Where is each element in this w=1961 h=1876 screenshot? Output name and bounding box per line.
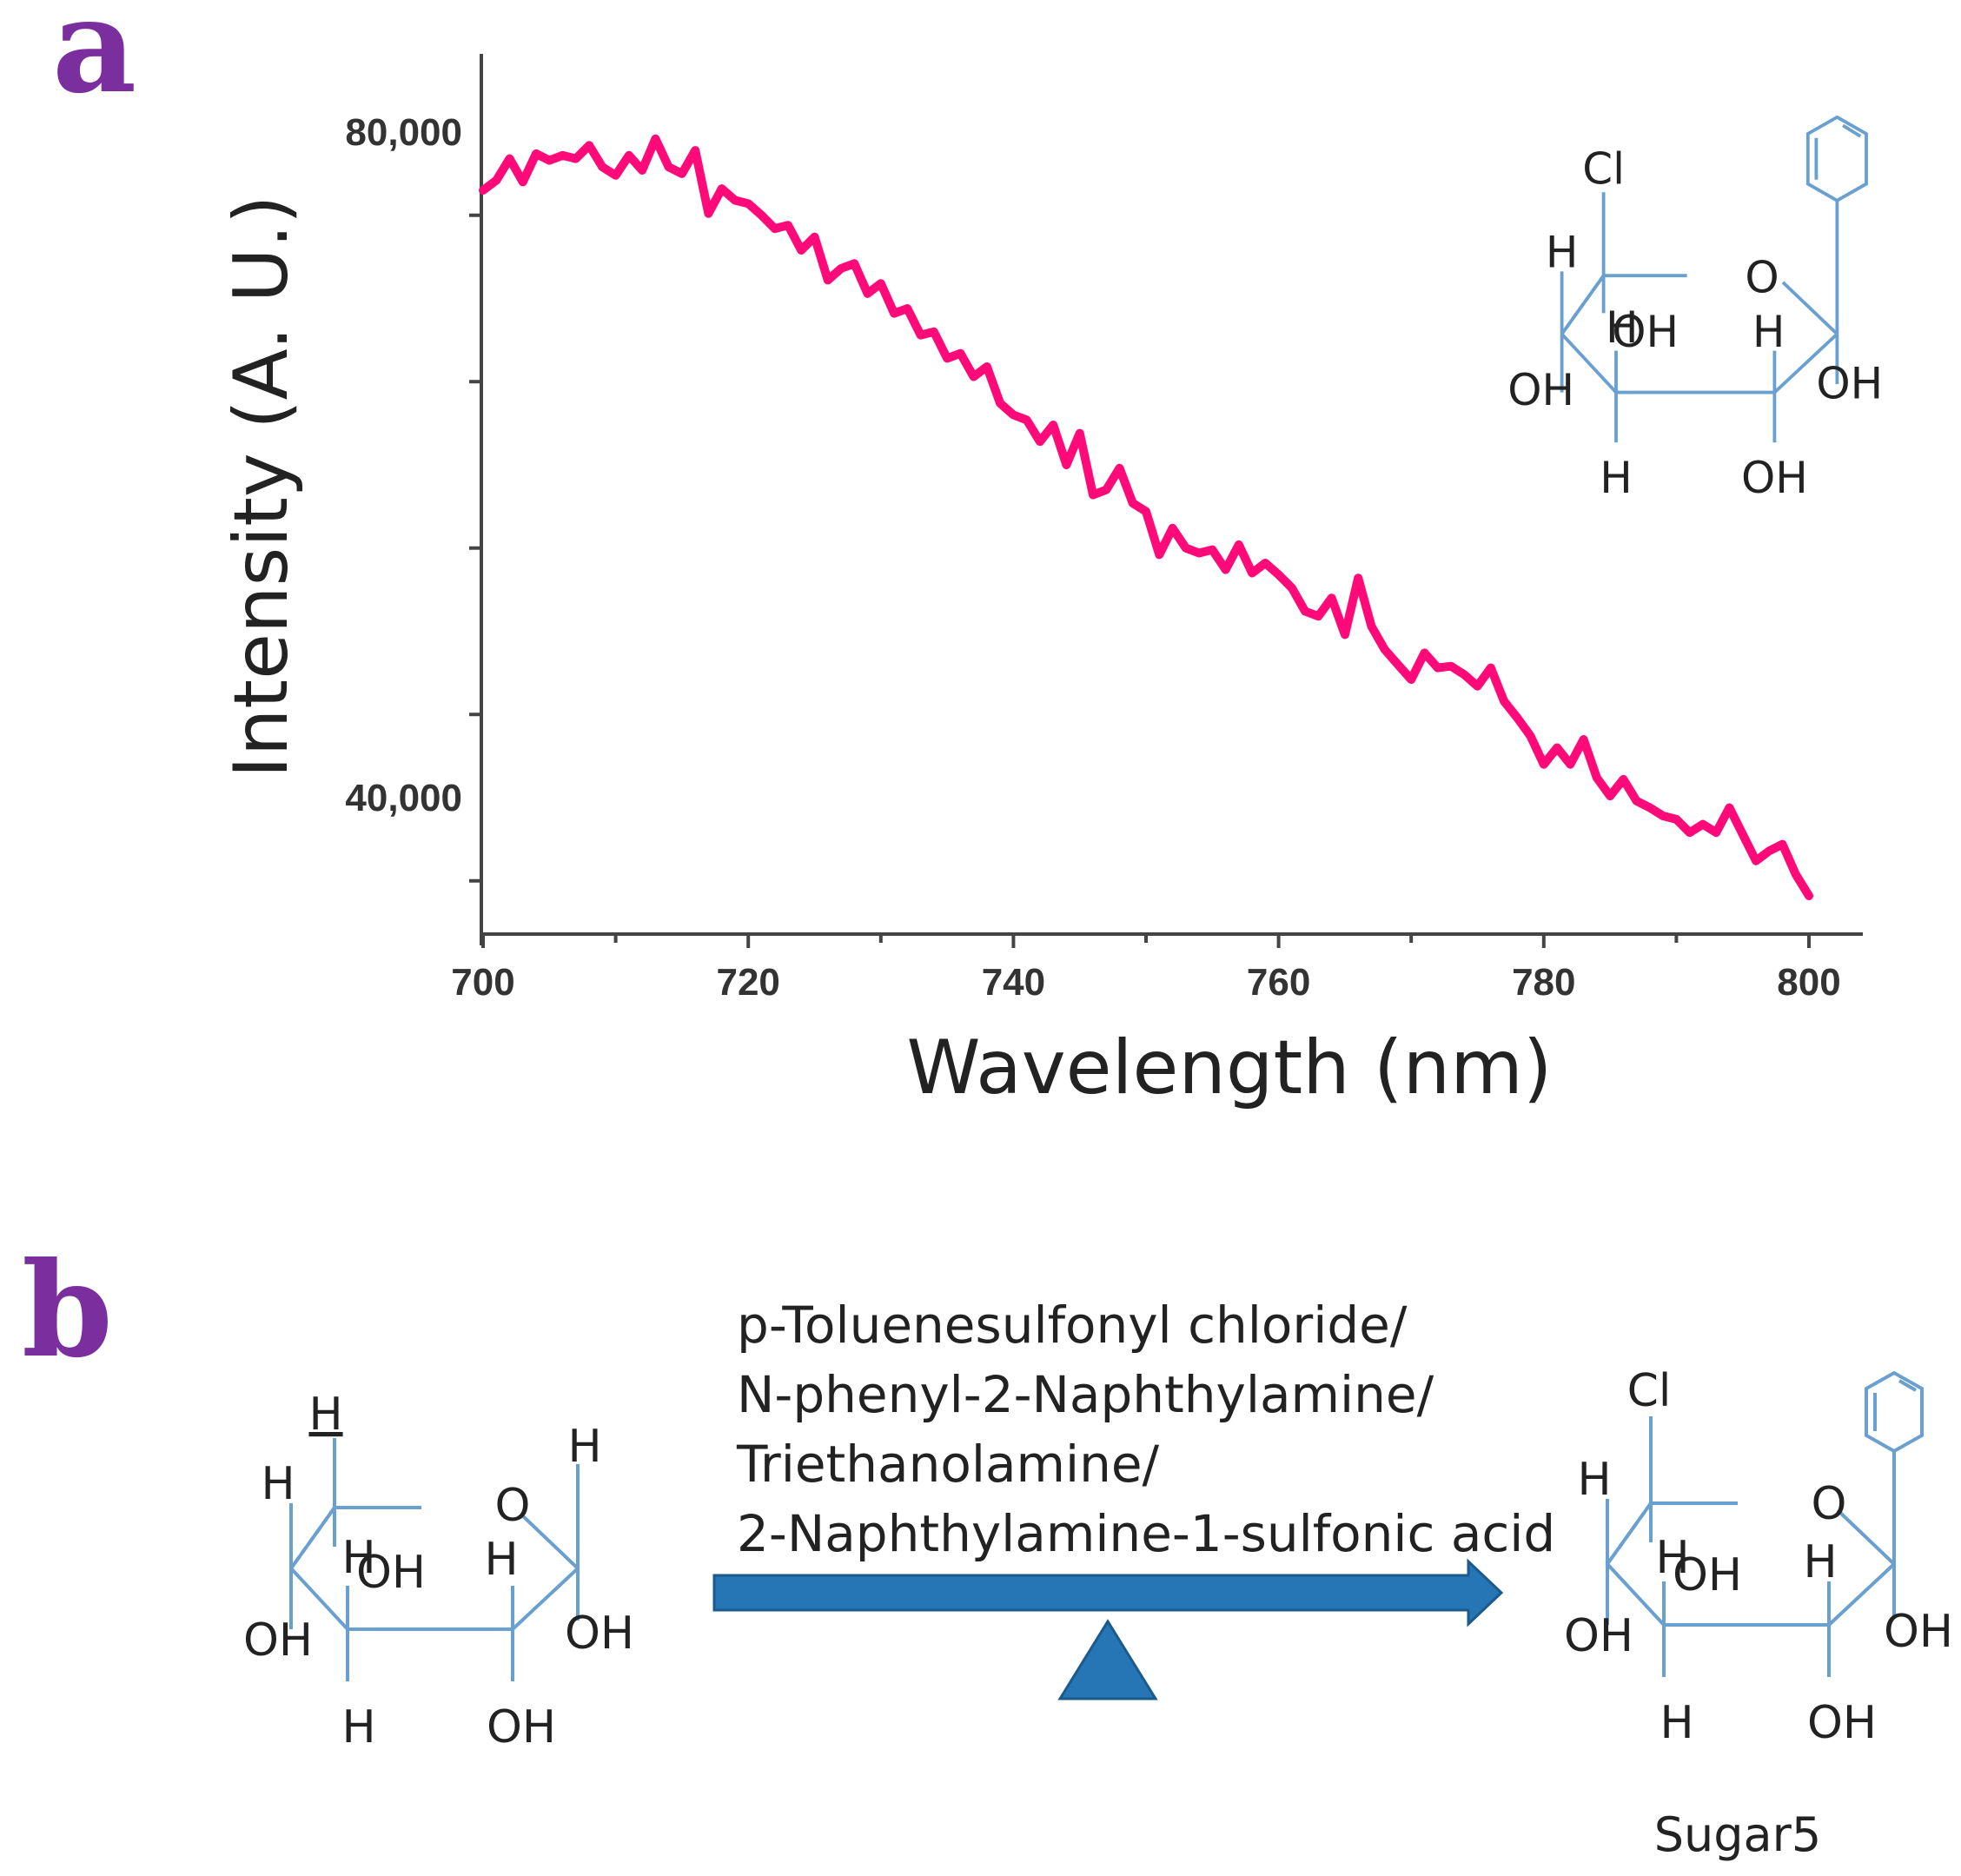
inset-label-h-3: H [1752, 307, 1785, 357]
y-tick-label: 80,000 [345, 111, 462, 154]
inset-label-oh-2: OH [1507, 365, 1574, 415]
inset-label-h-2: H [1606, 302, 1639, 353]
reactant-label-oh-left: OH [243, 1614, 313, 1667]
reactant-label-h-right-top: H [567, 1421, 601, 1473]
arrow-icon [712, 1558, 1504, 1627]
product-molecule: Cl H H O H OH OH OH H OH [1564, 1365, 1953, 1749]
x-tick-label: 800 [1777, 961, 1840, 1004]
series-line [479, 134, 1813, 900]
x-axis-title: Wavelength (nm) [907, 1024, 1553, 1111]
reactant-label-h-left: H [261, 1458, 295, 1510]
reactant-label-oh-right: OH [565, 1608, 634, 1660]
inset-label-o: O [1745, 252, 1779, 302]
y-tick-label: 40,000 [345, 777, 462, 819]
x-tick-label: 780 [1512, 961, 1575, 1004]
reactant-label-oh-bottom: OH [487, 1701, 556, 1753]
panel-a-letter: a [52, 0, 136, 123]
y-tick-labels: 40,000 80,000 [345, 111, 462, 819]
product-label-h-4: H [1660, 1697, 1693, 1749]
inset-label-oh-1: OH [1612, 307, 1679, 357]
reactant-label-h-bottom: H [341, 1701, 375, 1753]
phenyl-icon [1865, 1370, 1924, 1454]
product-label: Sugar5 [1654, 1807, 1821, 1862]
heat-triangle-icon [1057, 1619, 1158, 1700]
reagent-line-2: N-phenyl-2-Naphthylamine/ [737, 1365, 1434, 1424]
reagent-list: p-Toluenesulfonyl chloride/ N-phenyl-2-N… [736, 1296, 1555, 1563]
product-label-h-2: H [1655, 1532, 1689, 1584]
product-label-oh-4: OH [1807, 1697, 1877, 1749]
reagent-line-3: Triethanolamine/ [736, 1435, 1160, 1494]
reagent-line-1: p-Toluenesulfonyl chloride/ [737, 1296, 1408, 1355]
x-tick-labels: 700 720 740 760 780 800 [451, 961, 1840, 1004]
x-tick-label: 700 [451, 961, 514, 1004]
reactant-label-h-mid: H [484, 1534, 518, 1586]
inset-label-oh-3: OH [1816, 358, 1883, 408]
reactant-label-oh-1: OH [356, 1547, 426, 1599]
inset-molecule: Cl H H O H OH OH OH H OH [1507, 115, 1883, 503]
panel-b-letter: b [22, 1234, 113, 1387]
inset-label-oh-4: OH [1741, 453, 1808, 503]
reaction-arrow [712, 1558, 1504, 1627]
inset-label-h-1: H [1546, 228, 1579, 278]
reactant-label-o: O [495, 1480, 531, 1532]
x-ticks [481, 934, 1811, 948]
product-label-oh-1: OH [1673, 1549, 1742, 1601]
reactant-label-h-top: H [308, 1389, 342, 1441]
product-label-cl: Cl [1627, 1365, 1672, 1417]
y-ticks [469, 213, 481, 883]
inset-label-cl: Cl [1582, 144, 1625, 195]
product-label-h-1: H [1577, 1454, 1611, 1506]
reagent-line-4: 2-Naphthylamine-1-sulfonic acid [737, 1504, 1555, 1563]
x-tick-label: 740 [982, 961, 1045, 1004]
product-label-h-3: H [1803, 1536, 1837, 1588]
phenyl-icon [1805, 115, 1868, 203]
product-label-o: O [1812, 1478, 1847, 1530]
reactant-label-h-inner: H [341, 1532, 375, 1584]
chart: 700 720 740 760 780 800 40,000 80,000 Waveleng… [218, 54, 1863, 1111]
y-axis-title: Intensity (A. U.) [218, 195, 305, 778]
x-tick-label: 720 [716, 961, 779, 1004]
product-label-oh-2: OH [1564, 1610, 1633, 1662]
x-tick-label: 760 [1247, 961, 1310, 1004]
inset-label-h-4: H [1600, 453, 1633, 503]
product-label-oh-3: OH [1884, 1606, 1953, 1658]
reactant-molecule: H H H O H OH H OH OH H OH [243, 1389, 634, 1753]
